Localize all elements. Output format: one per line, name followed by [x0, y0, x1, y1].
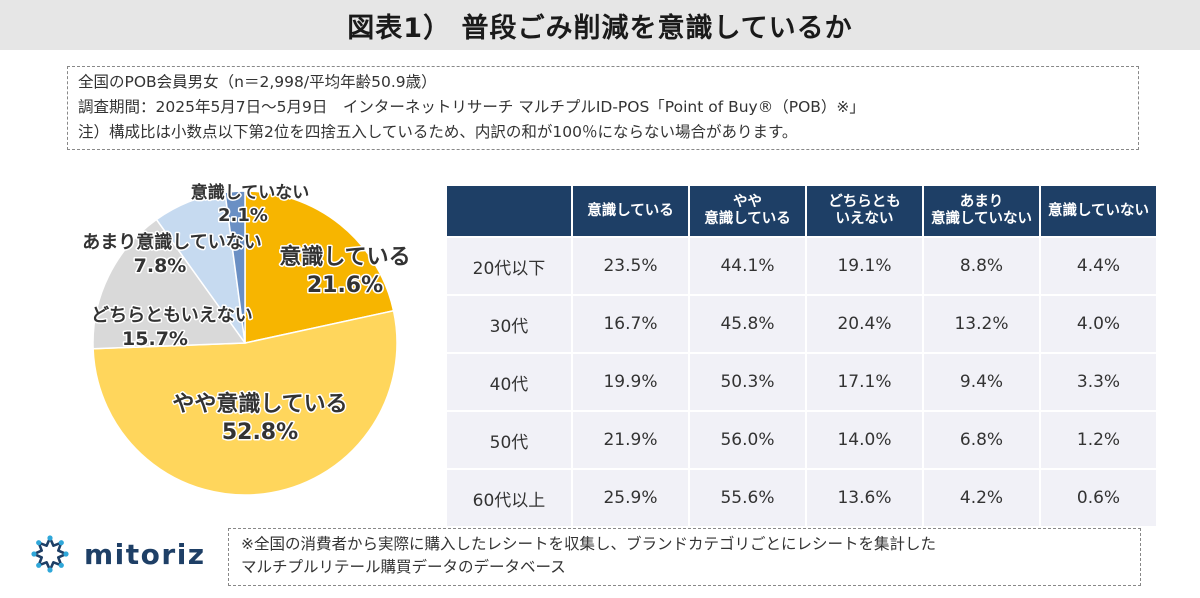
pie-label-2: やや意識している [172, 391, 347, 417]
note-sample: 全国のPOB会員男女（n＝2,998/平均年齢50.9歳） [78, 73, 437, 91]
row-label: 60代以上 [447, 470, 571, 526]
pie-value-1: 21.6% [307, 273, 383, 298]
row-label: 50代 [447, 412, 571, 468]
header-cell-4: あまり 意識していない [924, 186, 1039, 236]
table-cell: 44.1% [690, 238, 805, 294]
row-label: 40代 [447, 354, 571, 410]
table-cell: 1.2% [1041, 412, 1156, 468]
table-row: 40代 19.9% 50.3% 17.1% 9.4% 3.3% [447, 354, 1156, 410]
footnote-line-2: マルチプルリテール購買データのデータベース [241, 558, 566, 576]
row-label: 20代以下 [447, 238, 571, 294]
table-cell: 20.4% [807, 296, 922, 352]
table-cell: 6.8% [924, 412, 1039, 468]
title-bar: 図表1） 普段ごみ削減を意識しているか [0, 0, 1200, 50]
age-table: 意識している やや 意識している どちらとも いえない あまり 意識していない 意識していない… [445, 184, 1158, 528]
page-title: 図表1） 普段ごみ削減を意識しているか [347, 12, 853, 44]
header-cell-5: 意識していない [1041, 186, 1156, 236]
header-cell-2: やや 意識している [690, 186, 805, 236]
table-cell: 56.0% [690, 412, 805, 468]
table-cell: 9.4% [924, 354, 1039, 410]
table-cell: 23.5% [573, 238, 688, 294]
table-cell: 4.2% [924, 470, 1039, 526]
table-header-row: 意識している やや 意識している どちらとも いえない あまり 意識していない 意識していない [447, 186, 1156, 236]
table-cell: 17.1% [807, 354, 922, 410]
table-cell: 21.9% [573, 412, 688, 468]
table-cell: 4.0% [1041, 296, 1156, 352]
table-cell: 13.2% [924, 296, 1039, 352]
pie-slice-1 [244, 190, 395, 344]
header-cell-0 [447, 186, 571, 236]
mitoriz-logo: mitoriz [28, 534, 206, 574]
table-row: 50代 21.9% 56.0% 14.0% 6.8% 1.2% [447, 412, 1156, 468]
table-row: 20代以下 23.5% 44.1% 19.1% 8.8% 4.4% [447, 238, 1156, 294]
table-cell: 50.3% [690, 354, 805, 410]
pie-value-5: 2.1% [218, 205, 268, 226]
table-row: 30代 16.7% 45.8% 20.4% 13.2% 4.0% [447, 296, 1156, 352]
table-cell: 0.6% [1041, 470, 1156, 526]
table-cell: 3.3% [1041, 354, 1156, 410]
pie-label-4: あまり意識していない [82, 231, 261, 253]
pie-slice-3 [92, 218, 247, 350]
table-cell: 19.9% [573, 354, 688, 410]
table-cell: 8.8% [924, 238, 1039, 294]
table-cell: 19.1% [807, 238, 922, 294]
row-label: 30代 [447, 296, 571, 352]
pie-label-1: 意識している [279, 244, 410, 270]
logo-text: mitoriz [84, 537, 206, 571]
footnote-box: ※全国の消費者から実際に購入したレシートを収集し、ブランドカテゴリごとにレシート… [228, 528, 1141, 586]
note-period: 調査期間：2025年5月7日～5月9日 インターネットリサーチ マルチプルID-… [78, 98, 865, 116]
header-cell-3: どちらとも いえない [807, 186, 922, 236]
header-cell-1: 意識している [573, 186, 688, 236]
pie-label-5: 意識していない [191, 182, 310, 203]
pie-value-2: 52.8% [222, 420, 298, 445]
table-cell: 4.4% [1041, 238, 1156, 294]
table-cell: 16.7% [573, 296, 688, 352]
table-row: 60代以上 25.9% 55.6% 13.6% 4.2% 0.6% [447, 470, 1156, 526]
table-cell: 55.6% [690, 470, 805, 526]
pie-value-3: 15.7% [122, 328, 188, 350]
table-cell: 25.9% [573, 470, 688, 526]
table-cell: 14.0% [807, 412, 922, 468]
table-cell: 45.8% [690, 296, 805, 352]
table-cell: 13.6% [807, 470, 922, 526]
pie-slice-5 [224, 190, 246, 344]
note-rounding: 注）構成比は小数点以下第2位を四捨五入しているため、内訳の和が100％にならない… [78, 123, 798, 141]
logo-mark-icon [31, 535, 69, 573]
footnote-line-1: ※全国の消費者から実際に購入したレシートを収集し、ブランドカテゴリごとにレシート… [241, 535, 936, 553]
pie-slice-2 [92, 309, 398, 496]
survey-notes: 全国のPOB会員男女（n＝2,998/平均年齢50.9歳） 調査期間：2025年… [67, 66, 1139, 150]
pie-value-4: 7.8% [134, 255, 187, 277]
pie-label-3: どちらともいえない [91, 305, 253, 326]
